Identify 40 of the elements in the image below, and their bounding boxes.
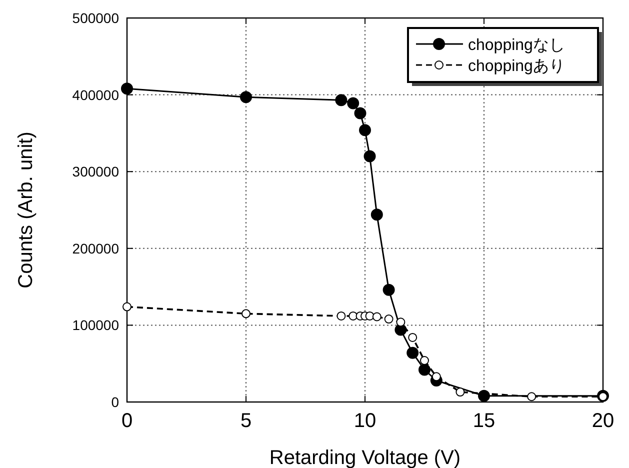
point bbox=[432, 372, 441, 382]
point bbox=[406, 346, 419, 359]
x-tick-label: 0 bbox=[121, 410, 133, 432]
point bbox=[347, 97, 360, 110]
point bbox=[527, 392, 536, 402]
y-axis-title: Counts (Arb. unit) bbox=[15, 132, 37, 288]
point bbox=[364, 150, 376, 162]
point bbox=[598, 392, 608, 402]
point bbox=[372, 312, 382, 322]
x-tick-label: 15 bbox=[472, 410, 496, 432]
point bbox=[408, 332, 418, 342]
y-tick-label: 0 bbox=[111, 394, 120, 410]
point bbox=[396, 318, 406, 327]
point bbox=[478, 390, 490, 402]
legend-label: choppingあり bbox=[468, 58, 565, 75]
point bbox=[122, 302, 132, 312]
x-tick-label: 20 bbox=[592, 410, 614, 432]
point bbox=[382, 284, 395, 296]
point bbox=[359, 124, 371, 136]
point bbox=[240, 91, 252, 104]
point bbox=[335, 94, 348, 106]
point bbox=[242, 309, 250, 318]
y-tick-label: 400000 bbox=[72, 86, 120, 103]
point bbox=[418, 364, 430, 376]
point bbox=[370, 208, 383, 221]
legend-label: choppingなし bbox=[468, 37, 565, 54]
point bbox=[354, 107, 366, 120]
x-tick-label: 5 bbox=[240, 410, 252, 432]
y-tick-label: 200000 bbox=[72, 240, 120, 256]
point bbox=[420, 356, 429, 366]
point bbox=[336, 311, 346, 320]
point bbox=[384, 314, 394, 324]
y-tick-label: 300000 bbox=[72, 164, 120, 180]
point bbox=[456, 388, 465, 397]
y-tick-label: 100000 bbox=[72, 317, 120, 334]
x-tick-label: 10 bbox=[354, 410, 376, 432]
y-tick-label: 500000 bbox=[72, 10, 120, 26]
point bbox=[348, 311, 358, 320]
point bbox=[121, 82, 133, 95]
x-axis-title: Retarding Voltage (V) bbox=[269, 447, 461, 468]
